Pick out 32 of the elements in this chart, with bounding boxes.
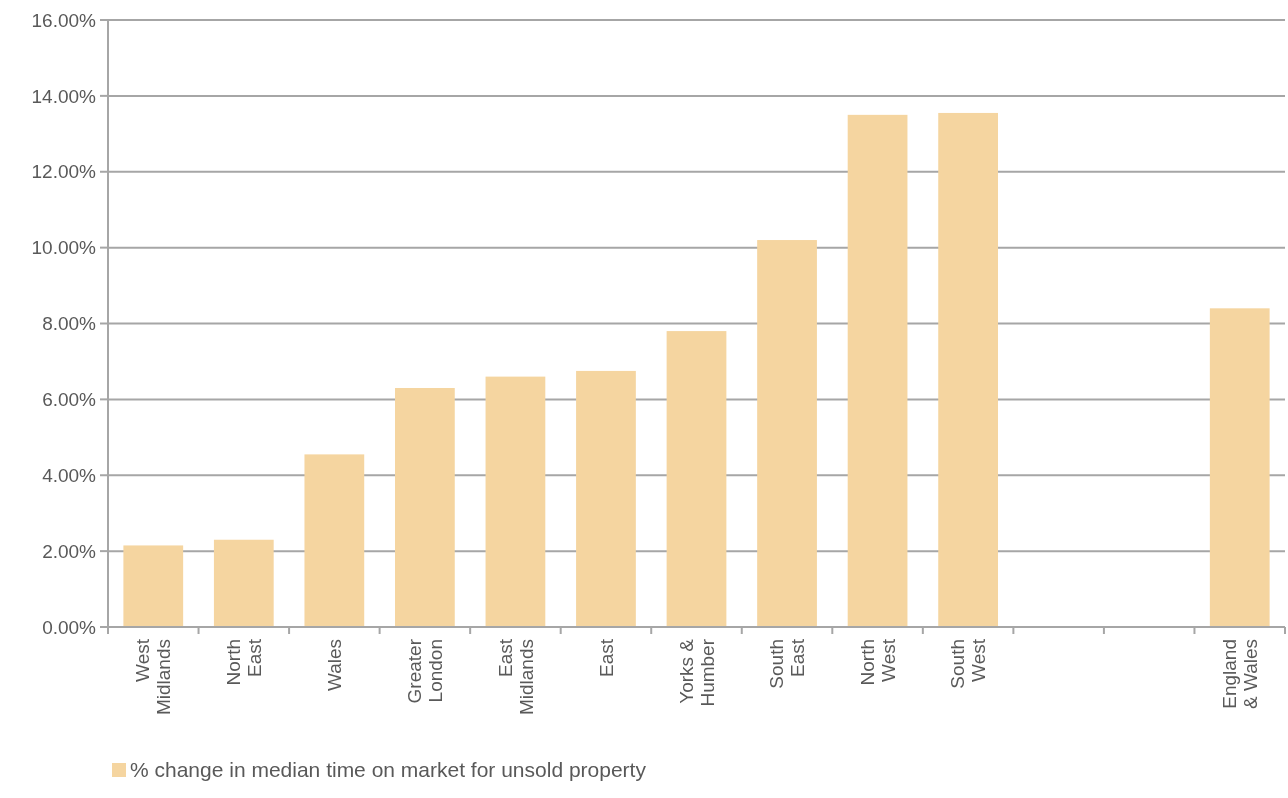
bar [213, 539, 274, 627]
x-tick-label: West Midlands [132, 638, 175, 716]
y-tick-label: 6.00% [42, 389, 97, 411]
x-tick-label: England & Wales [1218, 639, 1261, 710]
y-tick-label: 16.00% [31, 9, 97, 31]
bar [123, 545, 184, 627]
bar [395, 387, 455, 627]
bar [576, 370, 636, 627]
bar [847, 114, 908, 627]
y-tick-label: 10.00% [31, 237, 97, 259]
y-tick-label: 0.00% [42, 616, 97, 638]
y-tick-label: 12.00% [31, 161, 97, 183]
x-tick-label: East Midlands [494, 638, 537, 716]
legend-label: % change in median time on market for unsold property [130, 758, 647, 782]
bar [1209, 308, 1270, 627]
y-tick-label: 4.00% [42, 464, 97, 486]
bar [304, 454, 365, 627]
bar [757, 240, 817, 627]
y-tick-label: 2.00% [42, 540, 97, 562]
bar [485, 376, 546, 627]
x-tick-label: Yorks & Humber [675, 638, 718, 707]
x-tick-label: Greater London [404, 638, 446, 704]
x-tick-label: Wales [324, 639, 345, 692]
bar [938, 112, 998, 627]
y-tick-label: 14.00% [31, 85, 97, 107]
x-tick-label: North East [223, 638, 265, 686]
x-tick-label: South East [766, 638, 809, 689]
x-tick-label: East [595, 638, 617, 678]
y-tick-label: 8.00% [42, 313, 97, 335]
x-tick-label: South West [947, 638, 990, 689]
bar [666, 331, 727, 627]
x-tick-label: North West [856, 638, 899, 686]
